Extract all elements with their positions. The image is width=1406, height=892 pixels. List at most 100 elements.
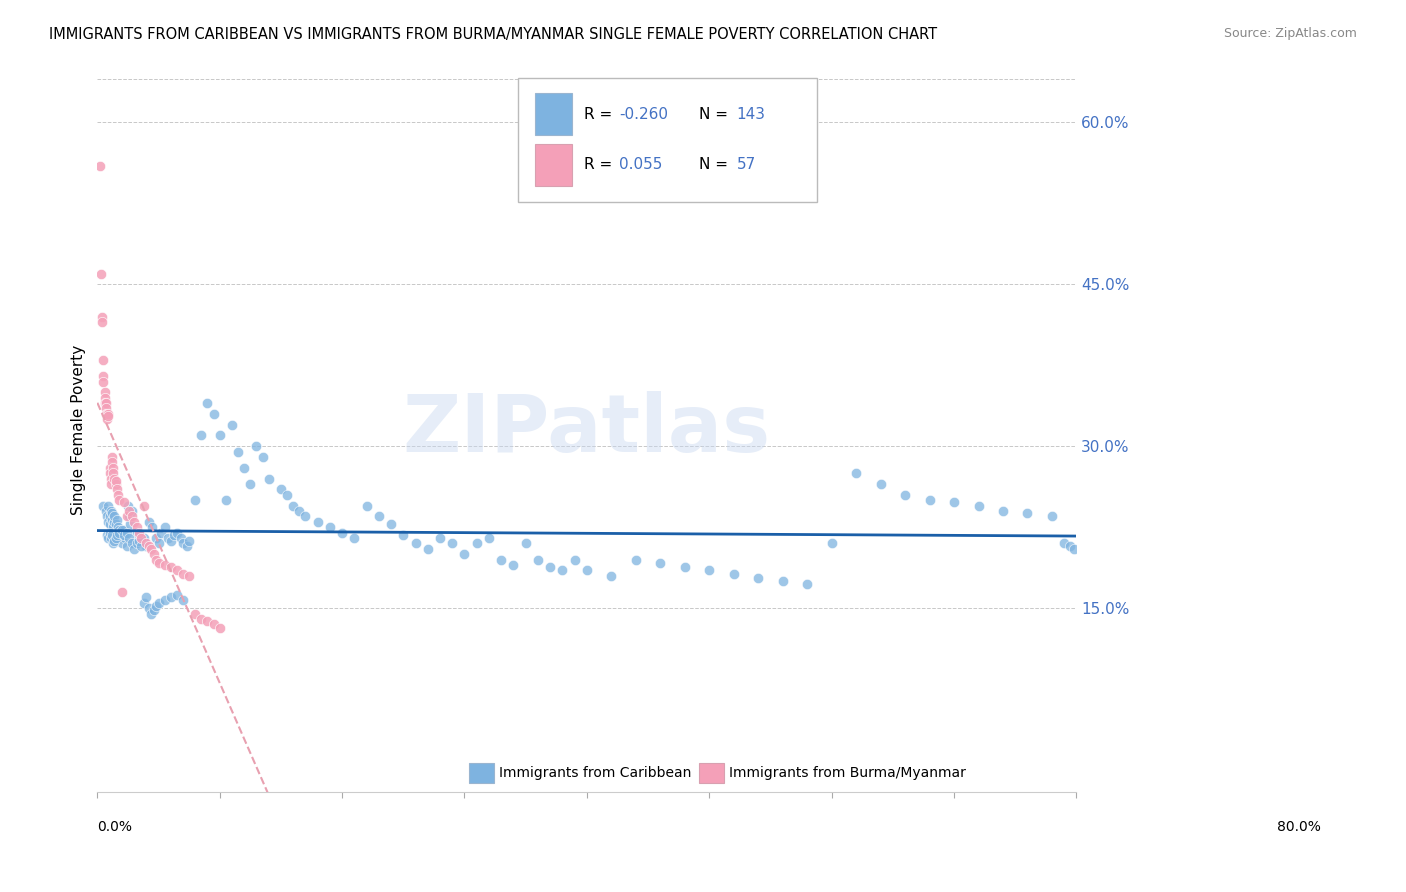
Point: [288, 504, 311, 518]
Point: [179, 568, 201, 582]
Point: [138, 539, 160, 553]
Point: [166, 525, 188, 540]
Text: -0.260: -0.260: [619, 106, 668, 121]
Point: [101, 528, 124, 542]
Point: [551, 563, 574, 577]
Point: [98, 516, 121, 531]
Point: [115, 509, 138, 524]
FancyBboxPatch shape: [536, 144, 572, 186]
Point: [163, 528, 186, 542]
Point: [380, 516, 402, 531]
Point: [148, 556, 170, 570]
Point: [600, 568, 623, 582]
Point: [93, 375, 115, 389]
Point: [94, 401, 117, 416]
Point: [142, 603, 165, 617]
Point: [489, 552, 512, 566]
Point: [101, 506, 124, 520]
Point: [245, 439, 267, 453]
Point: [772, 574, 794, 589]
Point: [132, 499, 155, 513]
Point: [91, 310, 114, 324]
Point: [93, 352, 115, 367]
Point: [367, 509, 389, 524]
Point: [233, 460, 256, 475]
Point: [145, 599, 167, 613]
Point: [1040, 509, 1063, 524]
Point: [122, 541, 145, 556]
Point: [172, 566, 194, 581]
Point: [93, 385, 115, 400]
Point: [111, 524, 134, 538]
Point: [1059, 539, 1081, 553]
Point: [197, 396, 219, 410]
Point: [153, 558, 176, 572]
Point: [128, 534, 150, 549]
Point: [104, 516, 127, 531]
Point: [153, 520, 176, 534]
Point: [502, 558, 524, 572]
Point: [135, 539, 157, 553]
Point: [97, 409, 120, 423]
Point: [135, 536, 157, 550]
Point: [94, 396, 117, 410]
Point: [111, 585, 134, 599]
Point: [166, 563, 188, 577]
Text: 143: 143: [737, 106, 766, 121]
Point: [121, 536, 143, 550]
Point: [98, 467, 121, 481]
Point: [108, 524, 131, 538]
Point: [112, 495, 135, 509]
Point: [112, 528, 135, 542]
Point: [108, 493, 131, 508]
Point: [650, 556, 672, 570]
Point: [845, 467, 868, 481]
Point: [94, 504, 117, 518]
Point: [103, 467, 125, 481]
FancyBboxPatch shape: [470, 763, 494, 783]
Point: [172, 592, 194, 607]
Point: [184, 493, 207, 508]
Point: [111, 536, 134, 550]
Point: [96, 407, 118, 421]
Point: [166, 588, 188, 602]
Point: [159, 560, 181, 574]
Point: [252, 450, 274, 464]
Point: [135, 591, 157, 605]
Point: [100, 477, 122, 491]
Point: [176, 539, 198, 553]
Point: [122, 515, 145, 529]
Point: [107, 520, 129, 534]
Text: N =: N =: [699, 157, 734, 172]
Point: [110, 531, 132, 545]
Point: [97, 515, 120, 529]
Point: [150, 525, 173, 540]
Point: [723, 566, 745, 581]
Point: [108, 525, 131, 540]
Point: [103, 516, 125, 531]
Point: [405, 536, 427, 550]
Point: [453, 547, 475, 561]
Point: [624, 552, 647, 566]
Point: [96, 412, 118, 426]
Point: [105, 513, 128, 527]
Point: [319, 520, 342, 534]
Point: [112, 524, 135, 538]
Point: [894, 488, 917, 502]
Point: [128, 528, 150, 542]
Text: 57: 57: [737, 157, 756, 172]
FancyBboxPatch shape: [536, 93, 572, 135]
Point: [190, 612, 212, 626]
Point: [172, 536, 194, 550]
Point: [141, 541, 163, 556]
Point: [221, 417, 243, 432]
Point: [202, 407, 225, 421]
Point: [673, 560, 696, 574]
Point: [118, 509, 141, 524]
Point: [918, 493, 941, 508]
Point: [93, 499, 115, 513]
Point: [104, 525, 127, 540]
Point: [112, 528, 135, 542]
Point: [128, 525, 150, 540]
Point: [202, 617, 225, 632]
